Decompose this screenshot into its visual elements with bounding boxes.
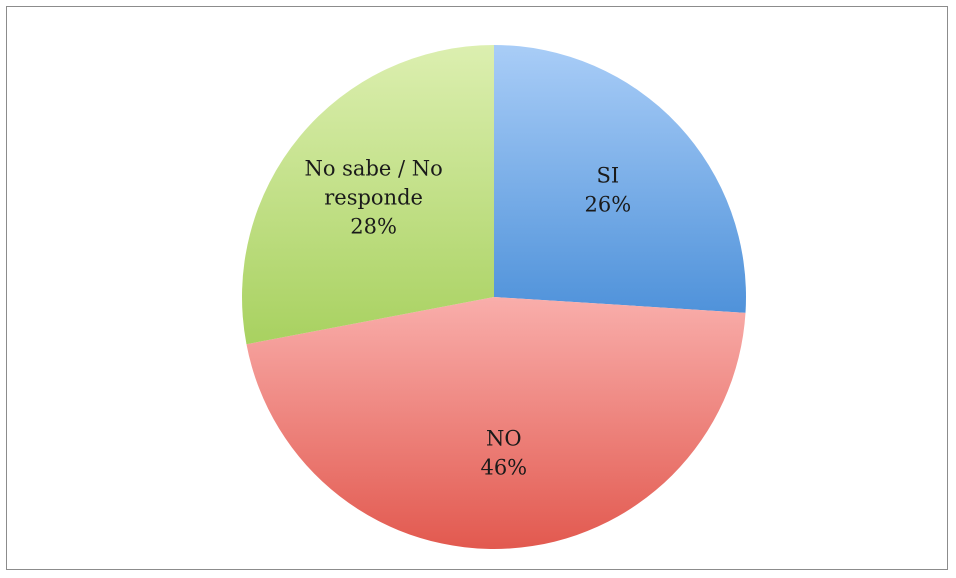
- pie-slice-no-sabe-no-responde: [241, 45, 494, 345]
- slice-value-label: 46%: [480, 455, 527, 479]
- slice-category-label: No sabe / No: [304, 156, 442, 180]
- slice-value-label: 26%: [585, 193, 632, 217]
- slice-category-label: NO: [486, 426, 522, 450]
- pie-slice-no: [246, 297, 746, 550]
- slice-category-label: responde: [324, 185, 423, 209]
- pie-slices: [241, 45, 746, 550]
- slice-label-2: No sabe / No responde 28%: [304, 156, 442, 238]
- slice-value-label: 28%: [350, 214, 397, 238]
- pie-slice-si: [494, 45, 746, 313]
- pie-labels: SI 26% NO 46% No sabe / No responde 28%: [304, 156, 631, 479]
- slice-label-1: NO 46%: [480, 426, 527, 479]
- slice-category-label: SI: [597, 164, 620, 188]
- slice-label-0: SI 26%: [585, 164, 632, 217]
